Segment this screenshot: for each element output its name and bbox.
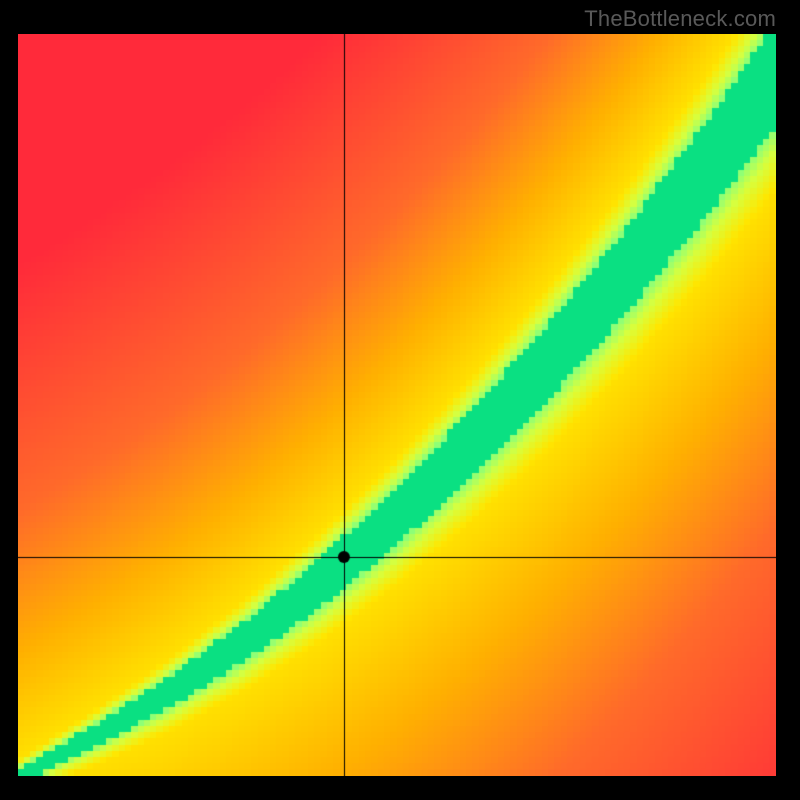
crosshair-overlay [18,34,776,776]
chart-container: TheBottleneck.com [0,0,800,800]
watermark-text: TheBottleneck.com [584,6,776,32]
